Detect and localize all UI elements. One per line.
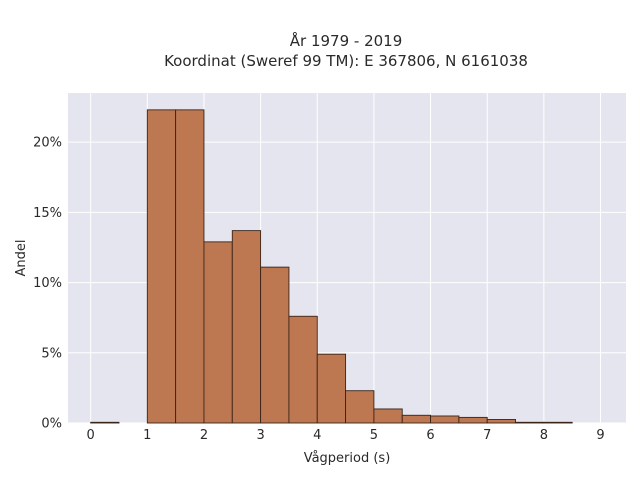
x-axis-ticks: 0 1 2 3 4 5 6 7 8 9 bbox=[87, 428, 605, 443]
x-tick-label: 7 bbox=[483, 428, 491, 443]
y-axis-label: Andel bbox=[14, 240, 29, 277]
histogram-bar bbox=[175, 109, 205, 424]
histogram-bar bbox=[316, 353, 347, 424]
histogram-bar bbox=[515, 421, 545, 424]
histogram-bar bbox=[288, 315, 318, 424]
x-axis-label: Vågperiod (s) bbox=[304, 451, 391, 466]
x-tick-label: 3 bbox=[256, 428, 264, 443]
y-tick-label: 15% bbox=[33, 206, 62, 221]
y-tick-label: 10% bbox=[33, 276, 62, 291]
x-tick-label: 6 bbox=[426, 428, 434, 443]
histogram-bar bbox=[543, 421, 573, 424]
histogram-bar bbox=[373, 408, 403, 424]
histogram-bar bbox=[231, 230, 262, 424]
chart-title-line2: Koordinat (Sweref 99 TM): E 367806, N 61… bbox=[164, 52, 528, 70]
y-axis-ticks: 0% 5% 10% 15% 20% bbox=[33, 136, 62, 432]
histogram-bar bbox=[430, 415, 460, 424]
histogram-bar bbox=[90, 421, 120, 424]
chart-title-line1: År 1979 - 2019 bbox=[290, 31, 403, 50]
bars bbox=[90, 109, 573, 424]
x-tick-label: 9 bbox=[596, 428, 604, 443]
x-tick-label: 8 bbox=[540, 428, 548, 443]
y-tick-label: 0% bbox=[41, 417, 62, 432]
y-tick-label: 20% bbox=[33, 136, 62, 151]
histogram-bar bbox=[345, 390, 375, 424]
histogram-bar bbox=[203, 241, 233, 424]
x-tick-label: 4 bbox=[313, 428, 321, 443]
x-tick-label: 0 bbox=[87, 428, 95, 443]
x-tick-label: 5 bbox=[370, 428, 378, 443]
y-tick-label: 5% bbox=[41, 346, 62, 361]
histogram-bar bbox=[146, 109, 177, 424]
x-tick-label: 1 bbox=[143, 428, 151, 443]
histogram-bar bbox=[458, 416, 488, 424]
histogram-bar bbox=[486, 419, 516, 424]
histogram-bar bbox=[401, 414, 432, 424]
histogram-bar bbox=[260, 266, 290, 424]
x-tick-label: 2 bbox=[200, 428, 208, 443]
